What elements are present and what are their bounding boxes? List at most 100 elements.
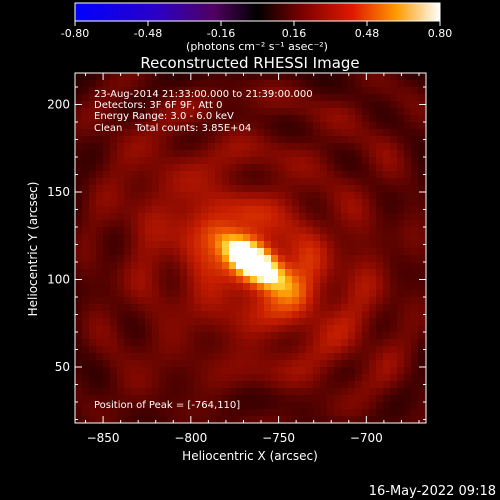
heatmap-cell (159, 283, 167, 291)
heatmap-cell (96, 283, 104, 291)
heatmap-cell (334, 276, 342, 284)
heatmap-cell (131, 346, 139, 354)
heatmap-cell (103, 80, 111, 88)
heatmap-cell (117, 304, 125, 312)
heatmap-cell (145, 101, 153, 109)
heatmap-cell (117, 269, 125, 277)
heatmap-cell (334, 164, 342, 172)
heatmap-cell (131, 381, 139, 389)
heatmap-cell (215, 164, 223, 172)
heatmap-cell (82, 248, 90, 256)
heatmap-cell (411, 234, 419, 242)
heatmap-cell (89, 360, 97, 368)
heatmap-cell (159, 178, 167, 186)
heatmap-cell (334, 178, 342, 186)
heatmap-cell (306, 416, 314, 423)
heatmap-cell (292, 108, 300, 116)
heatmap-cell (159, 353, 167, 361)
heatmap-cell (117, 297, 125, 305)
heatmap-cell (222, 129, 230, 137)
heatmap-cell (201, 115, 209, 123)
heatmap-cell (376, 101, 384, 109)
heatmap-cell (215, 199, 223, 207)
heatmap-cell (201, 241, 209, 249)
heatmap-cell (110, 346, 118, 354)
heatmap-cell (390, 115, 398, 123)
heatmap-cell (327, 213, 335, 221)
heatmap-cell (187, 185, 195, 193)
heatmap-cell (131, 332, 139, 340)
heatmap-cell (243, 150, 251, 158)
heatmap-cell (271, 171, 279, 179)
heatmap-cell (390, 206, 398, 214)
heatmap-cell (243, 164, 251, 172)
heatmap-cell (292, 143, 300, 151)
heatmap-cell (229, 206, 237, 214)
heatmap-cell (327, 304, 335, 312)
heatmap-cell (208, 129, 216, 137)
heatmap-cell (257, 304, 265, 312)
heatmap-cell (320, 73, 328, 81)
heatmap-cell (201, 255, 209, 263)
heatmap-cell (278, 192, 286, 200)
heatmap-cell (390, 150, 398, 158)
heatmap-cell (208, 276, 216, 284)
heatmap-cell (96, 332, 104, 340)
heatmap-cell (152, 143, 160, 151)
heatmap-cell (313, 276, 321, 284)
heatmap-cell (152, 339, 160, 347)
heatmap-cell (215, 262, 223, 270)
heatmap-cell (271, 297, 279, 305)
heatmap-cell (411, 171, 419, 179)
heatmap-cell (117, 136, 125, 144)
heatmap-cell (299, 304, 307, 312)
heatmap-cell (117, 115, 125, 123)
heatmap-cell (236, 283, 244, 291)
heatmap-cell (348, 178, 356, 186)
heatmap-cell (292, 283, 300, 291)
heatmap-cell (138, 304, 146, 312)
heatmap-cell (313, 346, 321, 354)
heatmap-cell (369, 157, 377, 165)
heatmap-cell (75, 367, 83, 375)
heatmap-cell (124, 311, 132, 319)
heatmap-cell (173, 227, 181, 235)
heatmap-cell (124, 94, 132, 102)
heatmap-cell (404, 283, 412, 291)
heatmap-cell (362, 304, 370, 312)
heatmap-cell (229, 339, 237, 347)
heatmap-cell (397, 157, 405, 165)
heatmap-cell (89, 129, 97, 137)
heatmap-cell (376, 206, 384, 214)
heatmap-cell (222, 157, 230, 165)
heatmap-cell (82, 416, 90, 423)
heatmap-cell (376, 185, 384, 193)
heatmap-cell (187, 150, 195, 158)
heatmap-cell (264, 332, 272, 340)
heatmap-cell (264, 360, 272, 368)
heatmap-cell (194, 346, 202, 354)
heatmap-cell (334, 374, 342, 382)
heatmap-cell (369, 80, 377, 88)
heatmap-cell (292, 290, 300, 298)
heatmap-cell (362, 129, 370, 137)
heatmap-cell (96, 220, 104, 228)
heatmap-cell (187, 101, 195, 109)
heatmap-cell (222, 87, 230, 95)
heatmap-cell (145, 157, 153, 165)
heatmap-cell (145, 311, 153, 319)
heatmap-cell (376, 416, 384, 423)
heatmap-cell (278, 318, 286, 326)
heatmap-cell (96, 402, 104, 410)
heatmap-cell (187, 199, 195, 207)
heatmap-cell (103, 108, 111, 116)
heatmap-cell (145, 73, 153, 81)
heatmap-cell (411, 101, 419, 109)
heatmap-cell (236, 416, 244, 423)
heatmap-cell (201, 108, 209, 116)
heatmap-cell (271, 248, 279, 256)
heatmap-cell (110, 94, 118, 102)
heatmap-cell (250, 304, 258, 312)
heatmap-cell (89, 213, 97, 221)
heatmap-cell (362, 220, 370, 228)
